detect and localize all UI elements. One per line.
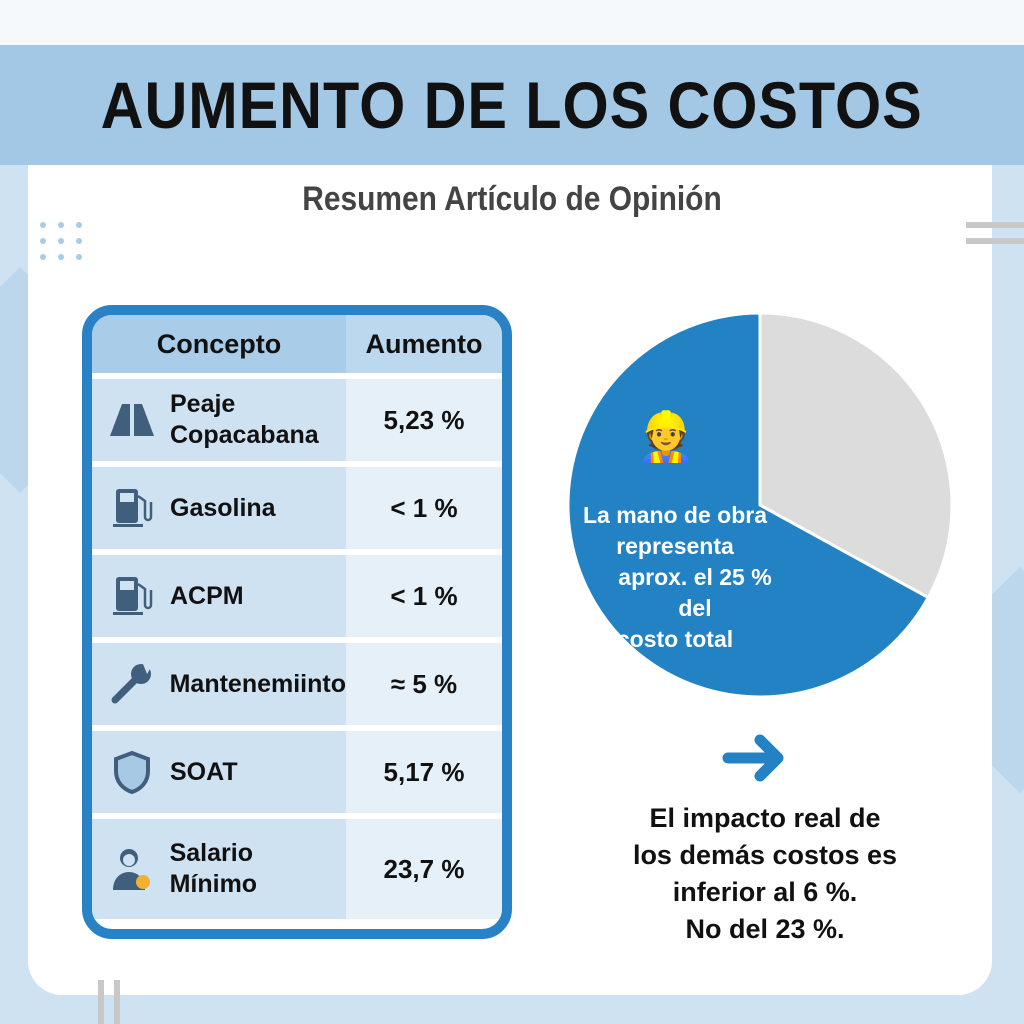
- increase-value: 5,17 %: [346, 731, 502, 813]
- fuel-pump-icon: [106, 482, 158, 534]
- page-subtitle: Resumen Artículo de Opinión: [302, 180, 722, 218]
- increase-value: 23,7 %: [346, 819, 502, 919]
- concept-label: Peaje Copacabana: [170, 390, 319, 449]
- column-header-concept: Concepto: [156, 328, 282, 359]
- shield-icon: [106, 746, 158, 798]
- table-row: Gasolina < 1 %: [92, 467, 502, 555]
- conclusion-text: El impacto real de los demás costos es i…: [600, 800, 930, 948]
- column-header-increase: Aumento: [346, 315, 502, 373]
- costs-table: Concepto Aumento Peaje Copacabana 5,23 % G…: [82, 305, 512, 939]
- pie-annotation: La mano de obra representa aprox. el 25 …: [570, 500, 780, 655]
- conclusion-line: No del 23 %.: [685, 914, 845, 944]
- pie-slice-0: [566, 311, 931, 699]
- table-header: Concepto Aumento: [92, 315, 502, 379]
- concept-cell: Salario Mínimo: [92, 819, 346, 919]
- arrow-right-icon: [722, 734, 784, 782]
- conclusion-line: El impacto real de: [649, 803, 881, 833]
- increase-value: < 1 %: [346, 467, 502, 549]
- concept-cell: Mantenemiinto: [92, 643, 346, 725]
- concept-label: ACPM: [170, 581, 244, 610]
- construction-worker-icon: 👷: [636, 411, 696, 464]
- table-row: Salario Mínimo 23,7 %: [92, 819, 502, 919]
- concept-label: SOAT: [170, 757, 238, 786]
- pie-slice-1: [758, 311, 954, 600]
- table-row: ACPM < 1 %: [92, 555, 502, 643]
- table-row: Mantenemiinto ≈ 5 %: [92, 643, 502, 731]
- pie-annotation-line: aprox. el 25 % del: [618, 564, 772, 621]
- concept-label: Gasolina: [170, 493, 276, 522]
- worker-coin-icon: [106, 843, 158, 895]
- road-icon: [106, 394, 158, 446]
- table-row: SOAT 5,17 %: [92, 731, 502, 819]
- increase-value: < 1 %: [346, 555, 502, 637]
- concept-cell: Gasolina: [92, 467, 346, 549]
- decorative-dots: [40, 222, 84, 260]
- concept-cell: Peaje Copacabana: [92, 379, 346, 461]
- page-title: AUMENTO DE LOS COSTOS: [100, 68, 923, 142]
- wrench-icon: [106, 658, 158, 710]
- decorative-bars: [98, 980, 120, 1024]
- decorative-bars: [966, 222, 1024, 254]
- pie-annotation-line: La mano de obra: [582, 502, 768, 528]
- pie-annotation-line: representa: [616, 533, 734, 559]
- concept-cell: ACPM: [92, 555, 346, 637]
- concept-label: Salario Mínimo: [169, 839, 258, 898]
- increase-value: 5,23 %: [346, 379, 502, 461]
- top-strip: [0, 0, 1024, 45]
- labor-cost-pie-chart: [566, 311, 954, 699]
- concept-cell: SOAT: [92, 731, 346, 813]
- conclusion-line: los demás costos es: [632, 840, 898, 870]
- pie-annotation-line: costo total: [616, 626, 734, 652]
- increase-value: ≈ 5 %: [346, 643, 502, 725]
- concept-label: Mantenemiinto: [169, 669, 346, 698]
- conclusion-line: inferior al 6 %.: [672, 877, 858, 907]
- title-banner: AUMENTO DE LOS COSTOS: [0, 45, 1024, 165]
- fuel-pump-icon: [106, 570, 158, 622]
- table-row: Peaje Copacabana 5,23 %: [92, 379, 502, 467]
